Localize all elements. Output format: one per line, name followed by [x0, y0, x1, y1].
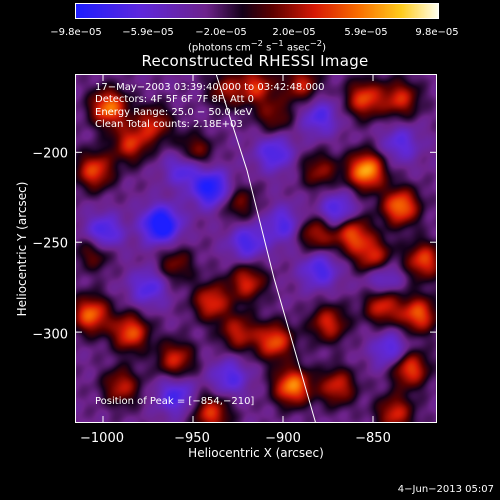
x-tick-label: −950: [174, 431, 210, 446]
colorbar: [75, 3, 439, 19]
colorbar-tick-label: 9.8e−05: [415, 27, 459, 38]
colorbar-tick-label: 5.9e−05: [344, 27, 388, 38]
colorbar-tick-label: −5.9e−05: [122, 27, 174, 38]
y-tick-label: −300: [32, 327, 68, 343]
x-tick-label: −1000: [80, 431, 124, 446]
x-tick-label: −900: [265, 431, 301, 446]
colorbar-tick-label: −9.8e−05: [50, 27, 102, 38]
colorbar-tick-label: −2.0e−05: [195, 27, 247, 38]
heatmap-image: [76, 75, 436, 422]
annotation-energy-range: Energy Range: 25.0 − 50.0 keV: [95, 107, 253, 118]
y-tick-label: −200: [32, 146, 68, 162]
colorbar-gradient: [76, 4, 438, 18]
chart-title: Reconstructed RHESSI Image: [141, 52, 369, 70]
plot-area: [75, 74, 437, 423]
x-axis-label: Heliocentric X (arcsec): [188, 446, 324, 460]
x-tick-label: −850: [355, 431, 391, 446]
colorbar-tick-label: 2.0e−05: [272, 27, 316, 38]
annotation-clean-counts: Clean Total counts: 2.18E+03: [95, 119, 243, 130]
annotation-detectors: Detectors: 4F 5F 6F 7F 8F, Att 0: [95, 94, 255, 105]
annotation-peak-position: Position of Peak = [−854,−210]: [95, 396, 255, 407]
annotation-time-range: 17−May−2003 03:39:40.000 to 03:42:48.000: [95, 82, 325, 93]
plot-overlay: [76, 75, 436, 422]
y-axis-label: Heliocentric Y (arcsec): [15, 181, 29, 317]
footer-timestamp: 4−Jun−2013 05:07: [397, 484, 494, 495]
colorbar-units: (photons cm−2 s−1 asec−2): [187, 38, 327, 54]
solar-limb-line: [215, 75, 316, 422]
y-tick-label: −250: [32, 236, 68, 252]
